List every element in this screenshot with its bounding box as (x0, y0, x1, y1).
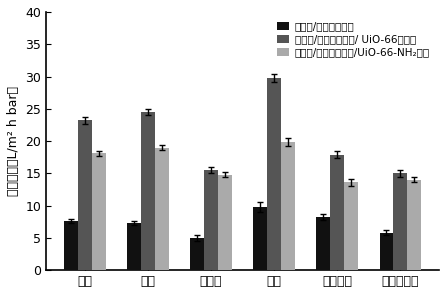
Bar (407, 180, 421, 270)
Bar (78, 120, 92, 270)
Bar (141, 112, 155, 270)
Bar (380, 233, 393, 270)
Bar (281, 142, 295, 270)
Bar (393, 173, 407, 270)
Bar (204, 170, 218, 270)
Bar (92, 153, 106, 270)
Bar (64, 221, 78, 270)
Bar (317, 217, 330, 270)
Legend: 多巴胺/葡萄糖纳滤膜, 多巴胺/葡萄糖纳滤膜/ UiO-66纳滤膜, 多巴胺/葡萄糖纳滤膜/UiO-66-NH₂滤膜: 多巴胺/葡萄糖纳滤膜, 多巴胺/葡萄糖纳滤膜/ UiO-66纳滤膜, 多巴胺/葡… (273, 17, 434, 62)
Bar (127, 223, 141, 270)
Bar (267, 78, 281, 270)
Bar (155, 148, 169, 270)
Bar (218, 175, 232, 270)
Bar (190, 238, 204, 270)
Bar (330, 155, 344, 270)
Bar (253, 207, 267, 270)
Y-axis label: 滲透通量（L/m² h bar）: 滲透通量（L/m² h bar） (7, 86, 20, 196)
Bar (344, 182, 358, 270)
